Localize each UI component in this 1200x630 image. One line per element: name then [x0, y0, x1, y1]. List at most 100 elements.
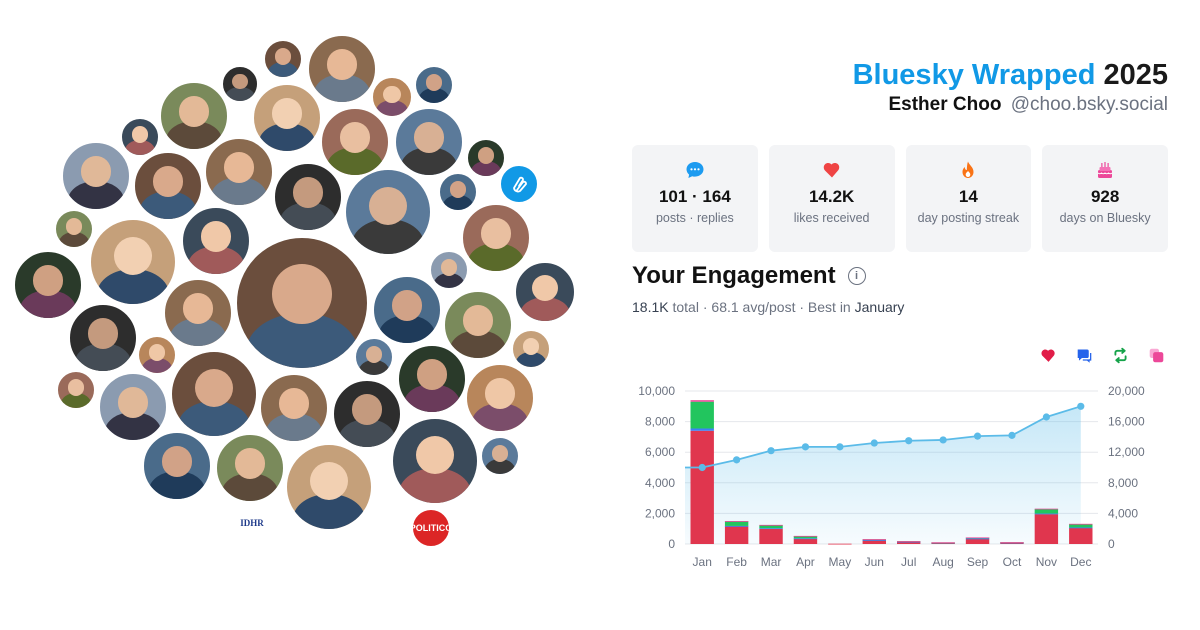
avatar-user-39[interactable] [332, 379, 402, 449]
avatar-user-14[interactable] [204, 137, 274, 207]
avatar-user-19[interactable] [181, 206, 251, 276]
avatar-user-20[interactable] [89, 218, 177, 306]
bar-segment [793, 538, 818, 544]
page-title: Bluesky Wrapped 2025 [853, 58, 1168, 92]
avatar-user-29[interactable] [372, 275, 442, 345]
avatar-user-24[interactable] [429, 250, 469, 290]
avatar-user-44[interactable] [285, 443, 373, 531]
user-name: Esther Choo [888, 94, 1002, 115]
avatar-user-9[interactable] [394, 107, 464, 177]
avatar-user-11[interactable] [466, 138, 506, 178]
avatar-user-7[interactable] [120, 117, 160, 157]
bar-segment [1069, 524, 1093, 528]
stat-card-days: 928 days on Bluesky [1042, 145, 1168, 252]
avatar-user-13[interactable] [133, 151, 203, 221]
avatar-user-6[interactable] [159, 81, 229, 151]
avatar-user-2[interactable] [307, 34, 377, 104]
bar-segment [1034, 508, 1059, 510]
bar-segment [1069, 523, 1093, 525]
avatar-user-8[interactable] [252, 83, 322, 153]
engagement-best-label: Best in [807, 299, 851, 315]
avatar-user-33[interactable] [354, 337, 394, 377]
avatar-user-35[interactable] [397, 344, 467, 414]
avatar-user-38[interactable] [259, 373, 329, 443]
line-point [1008, 431, 1016, 439]
line-point [905, 437, 913, 445]
bar-segment [690, 430, 714, 544]
stat-value-posts: 101 · 164 [658, 187, 731, 206]
engagement-best-month: January [854, 299, 905, 315]
avatar-user-18[interactable] [54, 209, 94, 249]
avatar-user-43[interactable] [391, 417, 479, 505]
avatar-user-28[interactable] [137, 335, 177, 375]
avatar-user-42[interactable] [215, 433, 285, 503]
avatar-user-25[interactable] [235, 236, 369, 370]
y-left-tick-label: 8,000 [645, 415, 675, 429]
line-point [1042, 413, 1050, 421]
bar-segment [1069, 527, 1093, 529]
stat-label-likes: likes received [793, 211, 870, 225]
avatar-user-37[interactable] [170, 350, 258, 438]
bar-segment [759, 524, 783, 526]
avatar-user-3[interactable] [221, 65, 259, 103]
y-right-tick-label: 4,000 [1108, 506, 1138, 520]
bar-segment [793, 538, 818, 540]
avatar-politico-logo[interactable]: POLITICO [411, 508, 451, 548]
engagement-chart: 0 0 2,000 4,000 4,000 8,000 6,000 12,000 8,000 16… [638, 384, 1145, 569]
legend-repost-icon[interactable] [1112, 347, 1129, 364]
avatar-user-10[interactable] [320, 107, 390, 177]
engagement-total-label: total [672, 299, 699, 315]
bar-segment [1034, 513, 1059, 515]
avatar-user-17[interactable] [438, 172, 478, 212]
avatar-user-40[interactable] [465, 363, 535, 433]
bar-segment [793, 535, 818, 537]
y-right-tick-label: 12,000 [1108, 445, 1145, 459]
bar-segment [828, 543, 852, 545]
user-handle: @choo.bsky.social [1010, 94, 1168, 115]
avatar-idhr-logo[interactable]: IDHR [232, 503, 272, 543]
bar-segment [897, 541, 921, 542]
avatar-user-31[interactable] [514, 261, 576, 323]
line-point [767, 447, 775, 455]
avatar-user-36[interactable] [98, 372, 168, 442]
avatar-user-41[interactable] [142, 431, 212, 501]
y-right-tick-label: 20,000 [1108, 384, 1145, 398]
engagement-total: 18.1K [632, 299, 669, 315]
legend-quote-icon[interactable] [1148, 347, 1165, 364]
avatar-user-1[interactable] [263, 39, 303, 79]
bar-segment [862, 540, 886, 544]
line-point [870, 439, 878, 447]
avatar-user-26[interactable] [163, 278, 233, 348]
bar-segment [793, 536, 818, 539]
avatar-user-22[interactable] [461, 203, 531, 273]
avatar-user-30[interactable] [443, 290, 513, 360]
flame-icon [957, 159, 979, 181]
engagement-title: Your Engagement i [632, 262, 866, 290]
legend-reply-icon[interactable] [1076, 347, 1093, 364]
bar-segment [965, 537, 990, 539]
stat-label-posts: posts · replies [655, 211, 734, 225]
info-icon[interactable]: i [847, 267, 866, 285]
legend-heart-icon[interactable] [1040, 347, 1057, 364]
x-tick-label: Mar [761, 555, 782, 569]
avatar-user-34[interactable] [56, 370, 96, 410]
avatar-user-27[interactable] [68, 303, 138, 373]
y-right-tick-label: 8,000 [1108, 476, 1138, 490]
line-point [801, 443, 810, 451]
line-point [698, 463, 706, 472]
avatar-user-5[interactable] [414, 65, 454, 105]
x-tick-label: Sep [967, 555, 989, 569]
avatar-user-12[interactable] [61, 141, 131, 211]
avatar-user-21[interactable] [344, 168, 432, 256]
avatar-user-15[interactable] [273, 162, 343, 232]
avatar-user-23[interactable] [13, 250, 83, 320]
stat-label-days: days on Bluesky [1059, 211, 1151, 225]
x-tick-label: May [829, 555, 852, 569]
avatar-bluesky-logo[interactable] [499, 164, 539, 204]
year-title: 2025 [1103, 59, 1168, 91]
avatar-user-32[interactable] [511, 329, 551, 369]
bar-segment [724, 521, 749, 522]
avatar-user-45[interactable] [480, 436, 520, 476]
avatar-user-4[interactable] [371, 76, 413, 118]
engagement-avg: 68.1 avg/post [711, 299, 796, 315]
